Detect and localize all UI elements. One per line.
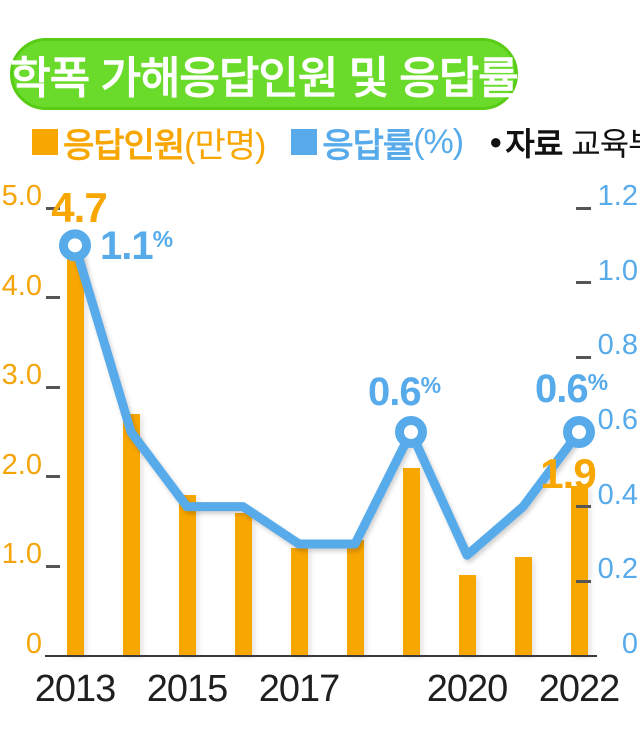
bar-2017 [290, 548, 308, 656]
chart-title-pill: 학폭 가해응답인원 및 응답률 [10, 38, 519, 110]
right-axis-label-0.8: 0.8 [597, 329, 638, 362]
source-note: ● 자료 교육부 [489, 119, 640, 165]
left-tick-4.0 [46, 296, 60, 300]
chart-title: 학폭 가해응답인원 및 응답률 [10, 54, 518, 103]
bar-2013 [66, 234, 84, 656]
left-axis-label-5.0: 5.0 [1, 180, 42, 212]
line-value-label-2019: 0.6% [334, 370, 474, 415]
right-axis-label-0.2: 0.2 [597, 553, 638, 586]
left-axis-label-1.0: 1.0 [1, 538, 42, 571]
right-tick-1.0 [576, 281, 591, 285]
x-axis-label-2017: 2017 [258, 668, 341, 710]
right-tick-0.2 [576, 579, 591, 583]
left-axis-label-4.0: 4.0 [1, 269, 42, 302]
legend-item-line-series: 응답률 (%) [291, 118, 464, 167]
left-tick-5.0 [46, 206, 60, 210]
left-tick-2.0 [46, 475, 60, 479]
legend-unit-line-series: (%) [413, 122, 464, 161]
legend-unit-bar-series: (만명) [184, 126, 266, 165]
legend-label-bar-series: 응답인원 [63, 126, 185, 165]
left-axis-label-2.0: 2.0 [1, 448, 42, 481]
line-marker-2019 [395, 416, 427, 448]
bar-2020 [458, 575, 476, 656]
x-axis-label-2013: 2013 [34, 668, 117, 710]
right-tick-1.2 [576, 206, 591, 210]
percent-suffix: % [420, 372, 441, 398]
bar-2018 [346, 539, 364, 656]
right-axis-label-1.0: 1.0 [597, 254, 638, 287]
legend: 응답인원 (만명) 응답률 (%) ● 자료 교육부 [32, 123, 640, 165]
bullet-icon: ● [489, 129, 503, 154]
percent-suffix: % [587, 369, 608, 395]
percent-suffix: % [152, 226, 173, 252]
source-value: 교육부 [571, 126, 640, 162]
bar-2019 [402, 467, 420, 656]
legend-label-line-series: 응답률 [322, 126, 414, 165]
left-tick-1.0 [46, 564, 60, 568]
x-axis-label-2015: 2015 [146, 668, 229, 710]
x-axis-label-2020: 2020 [426, 668, 509, 710]
right-tick-0.6 [576, 430, 591, 434]
source-label: 자료 [505, 126, 563, 162]
right-axis-label-1.2: 1.2 [597, 180, 638, 212]
x-axis-line [45, 655, 597, 657]
bar-2015 [178, 494, 196, 656]
left-axis-label-3.0: 3.0 [1, 359, 42, 392]
right-tick-0.4 [576, 505, 591, 509]
x-axis-label-2022: 2022 [538, 668, 621, 710]
legend-item-bar-series: 응답인원 (만명) [32, 118, 266, 167]
bar-2014 [122, 414, 140, 656]
bar-series-swatch-icon [32, 129, 58, 155]
line-series-swatch-icon [291, 129, 318, 155]
right-axis-label-0.4: 0.4 [597, 478, 638, 511]
line-value-label-2022: 0.6% [501, 367, 640, 412]
right-tick-0.8 [576, 355, 591, 359]
line-value-number: 1.1 [99, 224, 154, 268]
right-axis-label-0: 0 [621, 628, 638, 660]
bar-value-label-2022: 1.9 [540, 450, 596, 497]
left-tick-3.0 [46, 385, 60, 389]
line-value-label-2013: 1.1% [66, 224, 206, 269]
right-axis-label-0.6: 0.6 [597, 404, 638, 436]
bar-value-label-2013: 4.7 [51, 184, 107, 231]
left-axis-label-0: 0 [25, 628, 42, 660]
bar-2016 [234, 512, 252, 656]
bar-2021 [514, 557, 532, 656]
bar-2022 [570, 485, 588, 656]
line-value-number: 0.6 [534, 367, 589, 411]
line-value-number: 0.6 [367, 370, 422, 414]
